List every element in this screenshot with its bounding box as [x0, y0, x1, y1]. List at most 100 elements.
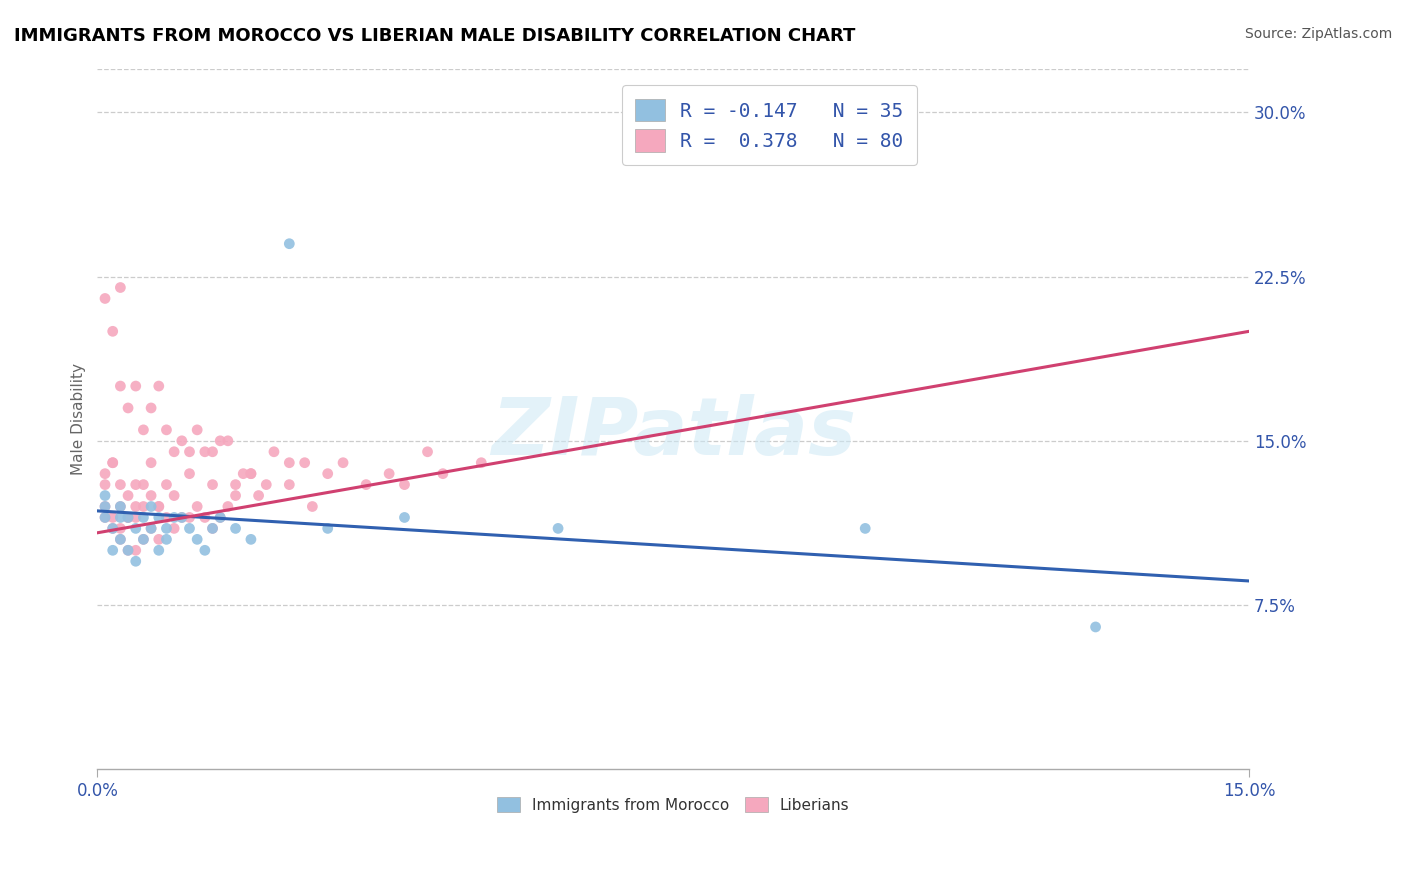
- Point: [101, 324, 124, 338]
- Point: [201, 444, 224, 458]
- Point: [186, 533, 208, 547]
- Point: [278, 477, 301, 491]
- Point: [94, 510, 117, 524]
- Point: [432, 467, 454, 481]
- Point: [239, 533, 262, 547]
- Point: [101, 456, 124, 470]
- Point: [148, 533, 170, 547]
- Point: [110, 477, 132, 491]
- Point: [132, 423, 155, 437]
- Point: [110, 533, 132, 547]
- Point: [139, 401, 162, 415]
- Point: [416, 444, 439, 458]
- Point: [125, 379, 148, 393]
- Point: [110, 521, 132, 535]
- Point: [470, 456, 492, 470]
- Point: [94, 510, 117, 524]
- Point: [101, 521, 124, 535]
- Point: [225, 477, 247, 491]
- Point: [155, 533, 177, 547]
- Point: [139, 521, 162, 535]
- Point: [201, 521, 224, 535]
- Point: [209, 510, 232, 524]
- Point: [163, 510, 186, 524]
- Point: [301, 500, 323, 514]
- Point: [110, 280, 132, 294]
- Point: [132, 477, 155, 491]
- Point: [194, 444, 217, 458]
- Point: [225, 489, 247, 503]
- Point: [247, 489, 270, 503]
- Point: [132, 510, 155, 524]
- Point: [209, 434, 232, 448]
- Point: [132, 500, 155, 514]
- Point: [179, 521, 201, 535]
- Point: [170, 510, 193, 524]
- Point: [117, 543, 139, 558]
- Point: [117, 510, 139, 524]
- Point: [179, 510, 201, 524]
- Point: [94, 500, 117, 514]
- Point: [278, 236, 301, 251]
- Point: [853, 521, 876, 535]
- Point: [94, 489, 117, 503]
- Point: [170, 434, 193, 448]
- Point: [163, 444, 186, 458]
- Text: Source: ZipAtlas.com: Source: ZipAtlas.com: [1244, 27, 1392, 41]
- Point: [316, 467, 339, 481]
- Point: [547, 521, 569, 535]
- Legend: Immigrants from Morocco, Liberians: Immigrants from Morocco, Liberians: [485, 784, 862, 825]
- Point: [117, 510, 139, 524]
- Point: [155, 477, 177, 491]
- Point: [117, 489, 139, 503]
- Point: [316, 521, 339, 535]
- Point: [125, 510, 148, 524]
- Point: [239, 467, 262, 481]
- Point: [155, 510, 177, 524]
- Point: [94, 500, 117, 514]
- Point: [139, 500, 162, 514]
- Point: [179, 444, 201, 458]
- Point: [378, 467, 401, 481]
- Point: [101, 510, 124, 524]
- Point: [125, 543, 148, 558]
- Point: [163, 521, 186, 535]
- Point: [117, 401, 139, 415]
- Point: [148, 543, 170, 558]
- Point: [263, 444, 285, 458]
- Point: [110, 533, 132, 547]
- Point: [148, 500, 170, 514]
- Point: [170, 510, 193, 524]
- Point: [394, 477, 416, 491]
- Point: [125, 521, 148, 535]
- Point: [186, 500, 208, 514]
- Point: [186, 423, 208, 437]
- Point: [110, 500, 132, 514]
- Point: [155, 521, 177, 535]
- Point: [125, 554, 148, 568]
- Point: [125, 477, 148, 491]
- Point: [332, 456, 354, 470]
- Point: [101, 521, 124, 535]
- Point: [254, 477, 277, 491]
- Y-axis label: Male Disability: Male Disability: [72, 363, 86, 475]
- Point: [148, 379, 170, 393]
- Point: [101, 543, 124, 558]
- Point: [201, 521, 224, 535]
- Point: [101, 456, 124, 470]
- Text: ZIPatlas: ZIPatlas: [491, 394, 856, 472]
- Point: [139, 489, 162, 503]
- Point: [278, 456, 301, 470]
- Point: [94, 292, 117, 306]
- Point: [217, 434, 239, 448]
- Point: [194, 543, 217, 558]
- Point: [201, 477, 224, 491]
- Point: [163, 489, 186, 503]
- Point: [117, 543, 139, 558]
- Point: [179, 467, 201, 481]
- Point: [232, 467, 254, 481]
- Point: [125, 500, 148, 514]
- Point: [117, 510, 139, 524]
- Point: [94, 477, 117, 491]
- Point: [225, 521, 247, 535]
